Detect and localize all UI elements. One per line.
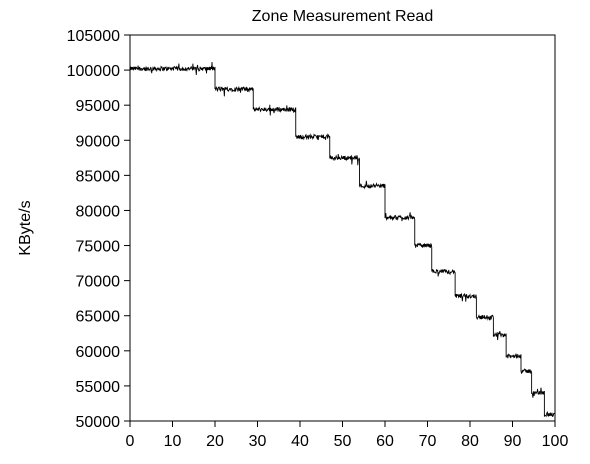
y-tick-label: 50000 [76, 414, 121, 431]
y-tick-label: 65000 [76, 309, 121, 326]
y-tick-label: 80000 [76, 203, 121, 220]
x-axis-ticks: 0 10 20 30 40 50 60 70 80 90 100 [126, 421, 569, 450]
y-tick-label: 75000 [76, 239, 121, 256]
y-tick-label: 100000 [67, 63, 120, 80]
x-tick-label: 80 [461, 433, 479, 450]
x-tick-label: 100 [542, 433, 569, 450]
series-line [129, 61, 556, 418]
x-tick-label: 40 [291, 433, 309, 450]
y-tick-label: 70000 [76, 274, 121, 291]
y-tick-label: 55000 [76, 379, 121, 396]
y-tick-label: 85000 [76, 168, 121, 185]
y-axis-ticks: 50000 55000 60000 65000 70000 75000 80000 85000… [67, 28, 130, 431]
series-group [129, 61, 556, 418]
x-tick-label: 90 [504, 433, 522, 450]
x-tick-label: 10 [164, 433, 182, 450]
y-tick-label: 90000 [76, 133, 121, 150]
x-tick-label: 70 [419, 433, 437, 450]
y-tick-label: 95000 [76, 98, 121, 115]
x-tick-label: 60 [376, 433, 394, 450]
y-tick-label: 105000 [67, 28, 120, 45]
x-tick-label: 20 [206, 433, 224, 450]
x-tick-label: 30 [249, 433, 267, 450]
chart-title: Zone Measurement Read [252, 8, 433, 25]
y-axis-label: KByte/s [17, 200, 34, 255]
plot-frame [129, 34, 556, 422]
x-tick-label: 0 [126, 433, 135, 450]
y-tick-label: 60000 [76, 344, 121, 361]
x-tick-label: 50 [334, 433, 352, 450]
